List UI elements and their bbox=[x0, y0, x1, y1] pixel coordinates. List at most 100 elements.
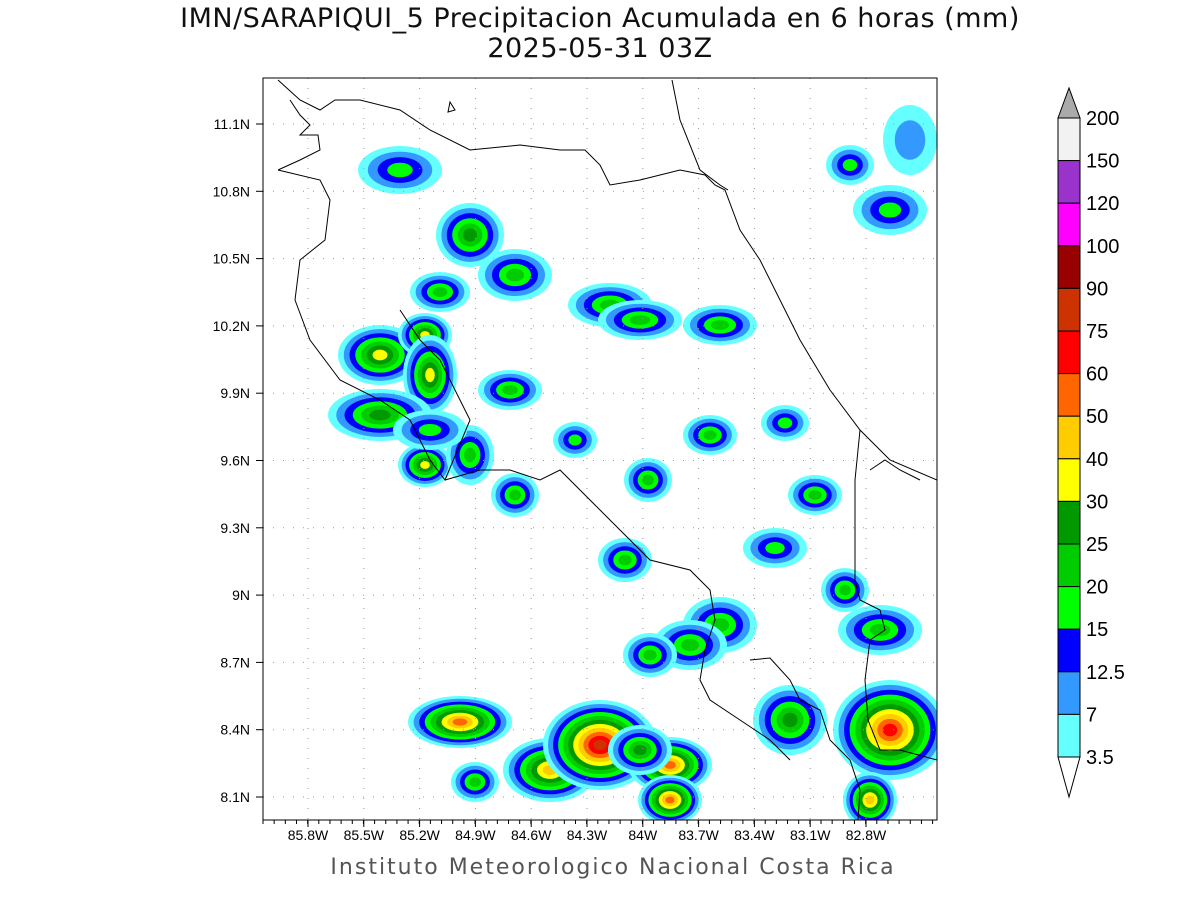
colorbar-level-label: 150 bbox=[1086, 151, 1119, 173]
colorbar-over-arrow bbox=[1057, 86, 1081, 119]
lat-tick-label: 8.4N bbox=[220, 722, 250, 738]
lat-tick-label: 10.8N bbox=[213, 183, 250, 199]
colorbar-swatch bbox=[1057, 500, 1081, 545]
lat-tick-label: 9.6N bbox=[220, 453, 250, 469]
lat-tick-label: 8.1N bbox=[220, 789, 250, 805]
lat-tick-label: 10.5N bbox=[213, 251, 250, 267]
rain-contour bbox=[869, 623, 891, 637]
colorbar-swatch bbox=[1057, 373, 1081, 417]
rain-contour bbox=[643, 649, 657, 661]
colorbar-level-label: 7 bbox=[1086, 704, 1097, 726]
rain-contour bbox=[703, 430, 717, 440]
rain-contour bbox=[505, 268, 525, 282]
rain-contour bbox=[629, 315, 651, 325]
colorbar-level-label: 25 bbox=[1086, 534, 1108, 556]
rain-contour bbox=[777, 417, 793, 429]
lon-tick-label: 84.3W bbox=[567, 827, 608, 843]
lat-tick-label: 8.7N bbox=[220, 654, 250, 670]
plot-frame bbox=[262, 77, 938, 821]
colorbar-level-label: 200 bbox=[1086, 108, 1119, 130]
footer-credit: Instituto Meteorologico Nacional Costa R… bbox=[330, 855, 896, 880]
rainfall-field bbox=[328, 105, 937, 820]
colorbar-swatch bbox=[1057, 117, 1081, 162]
lat-tick-label: 11.1N bbox=[214, 116, 250, 132]
rain-contour bbox=[464, 447, 476, 463]
colorbar-level-label: 15 bbox=[1086, 619, 1108, 641]
lat-tick-label: 9.3N bbox=[220, 520, 250, 536]
colorbar-swatch bbox=[1057, 330, 1081, 375]
colorbar-level-label: 50 bbox=[1086, 406, 1108, 428]
lat-tick-label: 9N bbox=[232, 587, 250, 603]
latitude-axis: 11.1N 10.8N 10.5N 10.2N 9.9N 9.6N 9.3N 9N 8.7N 8.… bbox=[213, 116, 250, 805]
lon-tick-label: 83.4W bbox=[734, 827, 775, 843]
rain-contour bbox=[618, 554, 632, 566]
rain-contour bbox=[502, 385, 518, 395]
lon-tick-label: 85.2W bbox=[399, 827, 440, 843]
colorbar-swatch bbox=[1057, 458, 1081, 502]
lon-tick-label: 83.1W bbox=[790, 827, 831, 843]
lat-tick-label: 10.2N bbox=[213, 318, 250, 334]
colorbar-swatch bbox=[1057, 543, 1081, 588]
colorbar-swatch bbox=[1057, 287, 1081, 332]
rain-contour bbox=[808, 490, 822, 500]
rain-contour bbox=[680, 638, 700, 652]
rain-contour bbox=[568, 434, 582, 446]
rain-contour bbox=[462, 228, 478, 242]
lon-tick-label: 85.5W bbox=[344, 827, 385, 843]
rain-contour bbox=[372, 349, 388, 361]
colorbar-level-label: 120 bbox=[1086, 193, 1119, 215]
rain-contour bbox=[642, 474, 654, 486]
rain-contour bbox=[509, 489, 521, 501]
colorbar-level-label: 40 bbox=[1086, 449, 1108, 471]
colorbar-level-label: 30 bbox=[1086, 491, 1108, 513]
colorbar-swatch bbox=[1057, 415, 1081, 460]
rain-contour bbox=[882, 723, 898, 737]
coastline-borders bbox=[277, 79, 937, 820]
colorbar-level-label: 100 bbox=[1086, 236, 1119, 258]
colorbar-swatch bbox=[1057, 586, 1081, 630]
rain-contour bbox=[432, 287, 448, 297]
colorbar-swatch bbox=[1057, 245, 1081, 289]
colorbar-swatch bbox=[1057, 160, 1081, 204]
rain-contour bbox=[710, 320, 730, 330]
colorbar-swatch bbox=[1057, 628, 1081, 673]
lon-tick-label: 84.6W bbox=[511, 827, 552, 843]
colorbar-level-label: 3.5 bbox=[1086, 747, 1114, 769]
rain-contour bbox=[633, 744, 647, 756]
lon-tick-label: 85.8W bbox=[288, 827, 329, 843]
colorbar-under-arrow bbox=[1057, 756, 1081, 799]
rain-contour bbox=[452, 718, 468, 726]
longitude-axis: 85.8W 85.5W 85.2W 84.9W 84.6W 84.3W 84W 83.7W 83… bbox=[288, 827, 887, 843]
rain-contour bbox=[425, 367, 435, 383]
rain-contour bbox=[387, 162, 413, 178]
rain-contour bbox=[865, 795, 875, 805]
grid-lines bbox=[256, 78, 937, 827]
colorbar-level-label: 90 bbox=[1086, 278, 1108, 300]
chart-subtitle: 2025-05-31 03Z bbox=[487, 33, 713, 64]
rain-contour bbox=[418, 423, 442, 437]
rain-contour bbox=[894, 120, 926, 160]
colorbar-swatch bbox=[1057, 713, 1081, 758]
rain-contour bbox=[878, 202, 902, 218]
colorbar-swatch bbox=[1057, 202, 1081, 247]
colorbar-level-label: 60 bbox=[1086, 364, 1108, 386]
colorbar-level-label: 12.5 bbox=[1086, 662, 1125, 684]
colorbar-swatch bbox=[1057, 671, 1081, 715]
rain-contour bbox=[765, 541, 785, 555]
rain-contour bbox=[593, 739, 607, 751]
lon-tick-label: 82.8W bbox=[846, 827, 887, 843]
lon-tick-label: 84W bbox=[628, 827, 658, 843]
rain-contour bbox=[665, 796, 675, 804]
lon-tick-label: 84.9W bbox=[455, 827, 496, 843]
rain-contour bbox=[782, 712, 798, 728]
rain-contour bbox=[839, 584, 851, 596]
colorbar-level-label: 75 bbox=[1086, 321, 1108, 343]
rain-contour bbox=[842, 158, 858, 172]
chart-title: IMN/SARAPIQUI_5 Precipitacion Acumulada … bbox=[180, 3, 1020, 34]
rain-contour bbox=[420, 461, 430, 469]
rain-contour bbox=[469, 777, 481, 787]
colorbar-legend: 200 150 120 100 90 75 60 50 40 30 25 20 15 12.5 7 3.5 bbox=[1057, 86, 1125, 799]
lat-tick-label: 9.9N bbox=[220, 385, 250, 401]
rain-contour bbox=[369, 409, 391, 421]
